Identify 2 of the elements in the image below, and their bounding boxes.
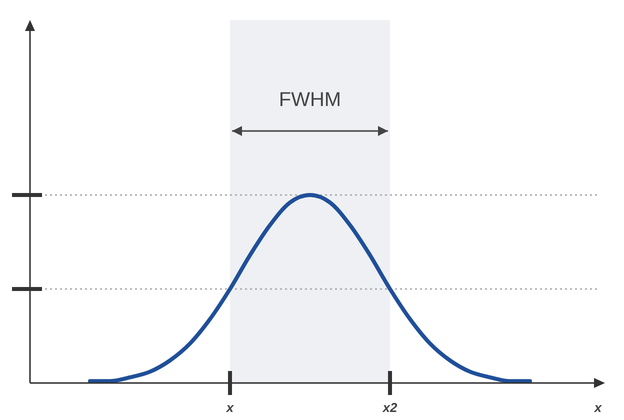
x-tick-label: x2	[382, 400, 398, 415]
text: FWHM	[278, 89, 342, 111]
